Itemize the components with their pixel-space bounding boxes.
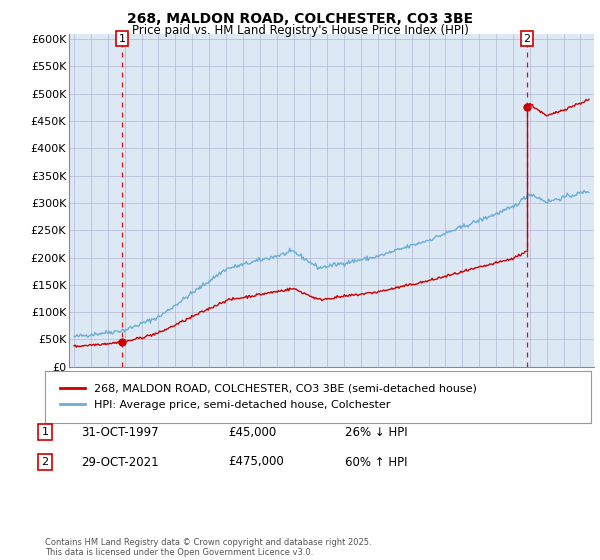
Text: 2: 2 <box>523 34 530 44</box>
Text: Contains HM Land Registry data © Crown copyright and database right 2025.
This d: Contains HM Land Registry data © Crown c… <box>45 538 371 557</box>
Text: 1: 1 <box>118 34 125 44</box>
Text: Price paid vs. HM Land Registry's House Price Index (HPI): Price paid vs. HM Land Registry's House … <box>131 24 469 36</box>
Text: 2: 2 <box>41 457 49 467</box>
Text: 29-OCT-2021: 29-OCT-2021 <box>81 455 158 469</box>
Text: £45,000: £45,000 <box>228 426 276 439</box>
Text: 268, MALDON ROAD, COLCHESTER, CO3 3BE: 268, MALDON ROAD, COLCHESTER, CO3 3BE <box>127 12 473 26</box>
Legend: 268, MALDON ROAD, COLCHESTER, CO3 3BE (semi-detached house), HPI: Average price,: 268, MALDON ROAD, COLCHESTER, CO3 3BE (s… <box>56 379 481 415</box>
Text: 1: 1 <box>41 427 49 437</box>
Text: 60% ↑ HPI: 60% ↑ HPI <box>345 455 407 469</box>
Text: 26% ↓ HPI: 26% ↓ HPI <box>345 426 407 439</box>
Text: 31-OCT-1997: 31-OCT-1997 <box>81 426 158 439</box>
Text: £475,000: £475,000 <box>228 455 284 469</box>
